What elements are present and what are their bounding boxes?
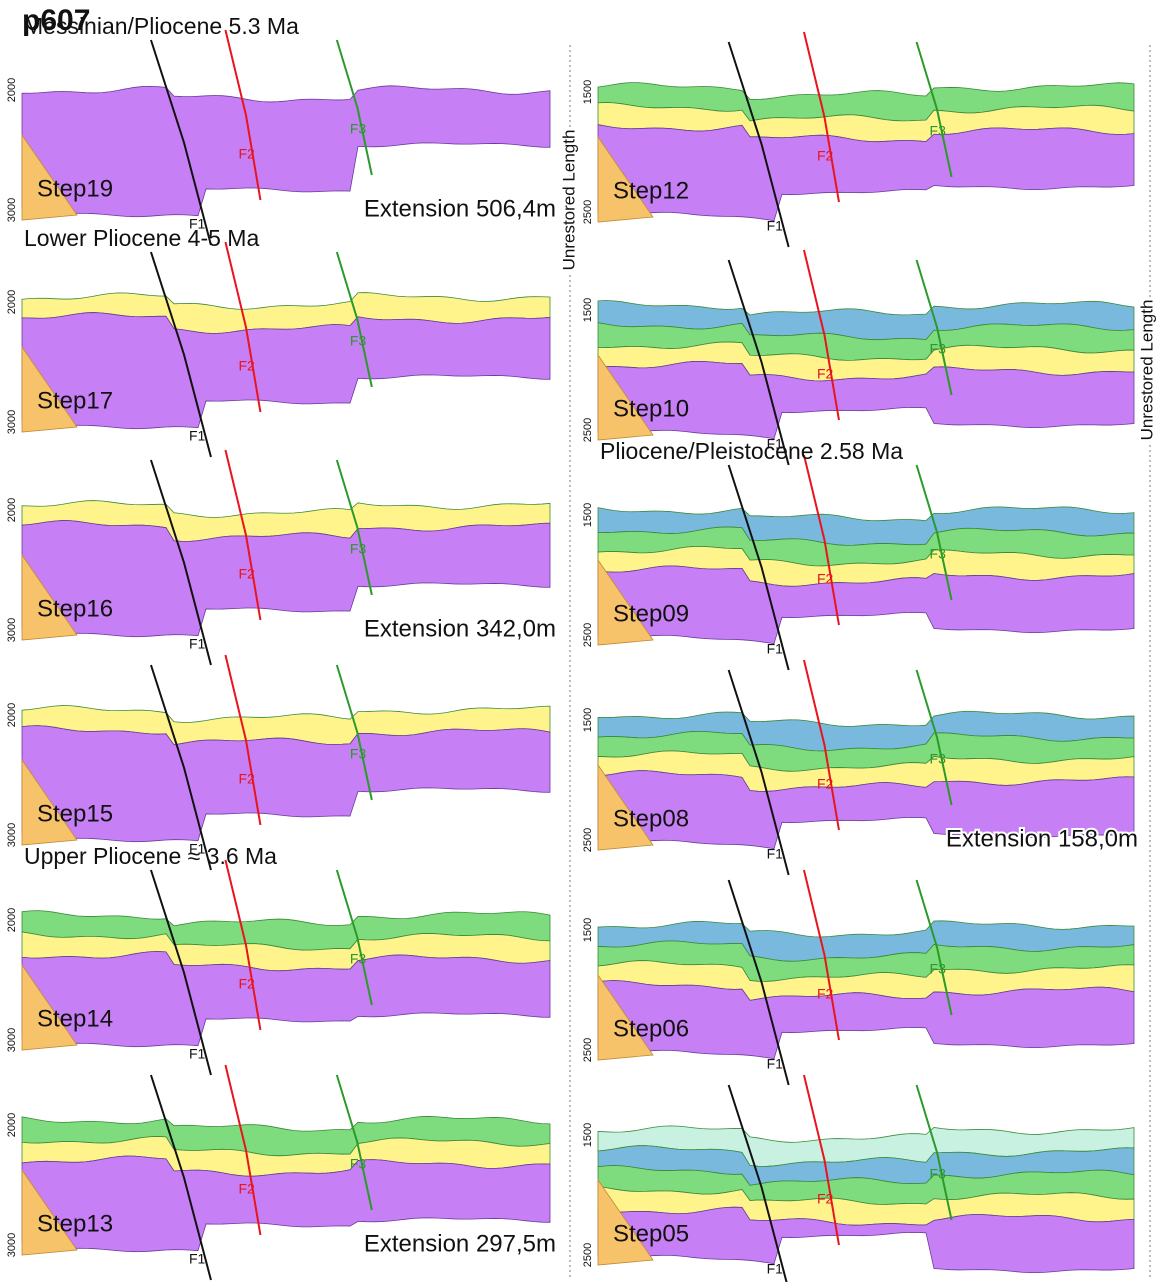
fault-label: F1	[767, 846, 784, 862]
fault-label: F2	[817, 571, 834, 587]
section-header: Upper Pliocene ≈ 3.6 Ma	[24, 843, 277, 869]
fault-label: F1	[767, 1056, 784, 1072]
depth-label: 2000	[6, 703, 18, 727]
depth-label: 1500	[582, 1123, 594, 1147]
fault-label: F1	[189, 1251, 206, 1267]
depth-label: 3000	[6, 410, 18, 434]
step-label: Step09	[613, 600, 689, 627]
fault-label: F3	[930, 1166, 947, 1182]
step-label: Step06	[613, 1015, 689, 1042]
fault-label: F3	[930, 751, 947, 767]
depth-label: 2500	[582, 200, 594, 224]
section-header: Pliocene/Pleistocene 2.58 Ma	[600, 438, 903, 464]
fault-label: F3	[350, 951, 367, 967]
fault-label: F3	[350, 1156, 367, 1172]
extension-label: Extension 158,0m	[946, 825, 1138, 852]
depth-label: 3000	[6, 823, 18, 847]
step-label: Step14	[37, 1005, 113, 1032]
fault-label: F1	[767, 641, 784, 657]
fault-label: F3	[930, 546, 947, 562]
depth-label: 2000	[6, 290, 18, 314]
fault-label: F2	[817, 776, 834, 792]
step-label: Step16	[37, 595, 113, 622]
fault-label: F2	[817, 986, 834, 1002]
step-label: Step10	[613, 395, 689, 422]
fault-label: F3	[350, 333, 367, 349]
depth-label: 2500	[582, 623, 594, 647]
fault-label: F2	[238, 1181, 255, 1197]
step-label: Step19	[37, 175, 113, 202]
step-label: Step05	[613, 1220, 689, 1247]
fault-label: F2	[817, 366, 834, 382]
fault-label: F3	[350, 121, 367, 137]
fault-label: F3	[350, 746, 367, 762]
fault-label: F3	[350, 541, 367, 557]
step-label: Step12	[613, 177, 689, 204]
fault-label: F2	[817, 148, 834, 164]
fault-label: F2	[817, 1191, 834, 1207]
fault-label: F2	[238, 566, 255, 582]
figure: p607 Unrestored Length Unrestored Length…	[0, 0, 1161, 1282]
depth-label: 1500	[582, 708, 594, 732]
fault-label: F2	[238, 146, 255, 162]
depth-label: 3000	[6, 1028, 18, 1052]
depth-label: 2500	[582, 1038, 594, 1062]
depth-label: 2000	[6, 1113, 18, 1137]
side-label: Unrestored Length	[1137, 300, 1156, 441]
section-header: Lower Pliocene 4-5 Ma	[24, 225, 259, 251]
fault-label: F1	[189, 1046, 206, 1062]
depth-label: 1500	[582, 918, 594, 942]
step-label: Step17	[37, 387, 113, 414]
step-label: Step15	[37, 800, 113, 827]
depth-label: 2000	[6, 78, 18, 102]
depth-label: 1500	[582, 298, 594, 322]
section-header: Messinian/Pliocene 5.3 Ma	[24, 13, 299, 39]
depth-label: 1500	[582, 503, 594, 527]
extension-label: Extension 297,5m	[364, 1230, 556, 1257]
step-label: Step13	[37, 1210, 113, 1237]
fault-label: F3	[930, 961, 947, 977]
depth-label: 2500	[582, 828, 594, 852]
side-label: Unrestored Length	[559, 130, 578, 271]
fault-label: F2	[238, 358, 255, 374]
fault-label: F1	[189, 636, 206, 652]
fault-label: F1	[189, 428, 206, 444]
extension-label: Extension 506,4m	[364, 195, 556, 222]
fault-label: F1	[767, 218, 784, 234]
fault-label: F2	[238, 976, 255, 992]
fault-label: F1	[767, 1261, 784, 1277]
depth-label: 1500	[582, 80, 594, 104]
fault-label: F2	[238, 771, 255, 787]
step-label: Step08	[613, 805, 689, 832]
depth-label: 3000	[6, 618, 18, 642]
fault-label: F3	[930, 123, 947, 139]
depth-label: 2500	[582, 418, 594, 442]
depth-label: 2500	[582, 1243, 594, 1267]
depth-label: 3000	[6, 198, 18, 222]
depth-label: 2000	[6, 498, 18, 522]
fault-label: F3	[930, 341, 947, 357]
depth-label: 2000	[6, 908, 18, 932]
depth-label: 3000	[6, 1233, 18, 1257]
extension-label: Extension 342,0m	[364, 615, 556, 642]
